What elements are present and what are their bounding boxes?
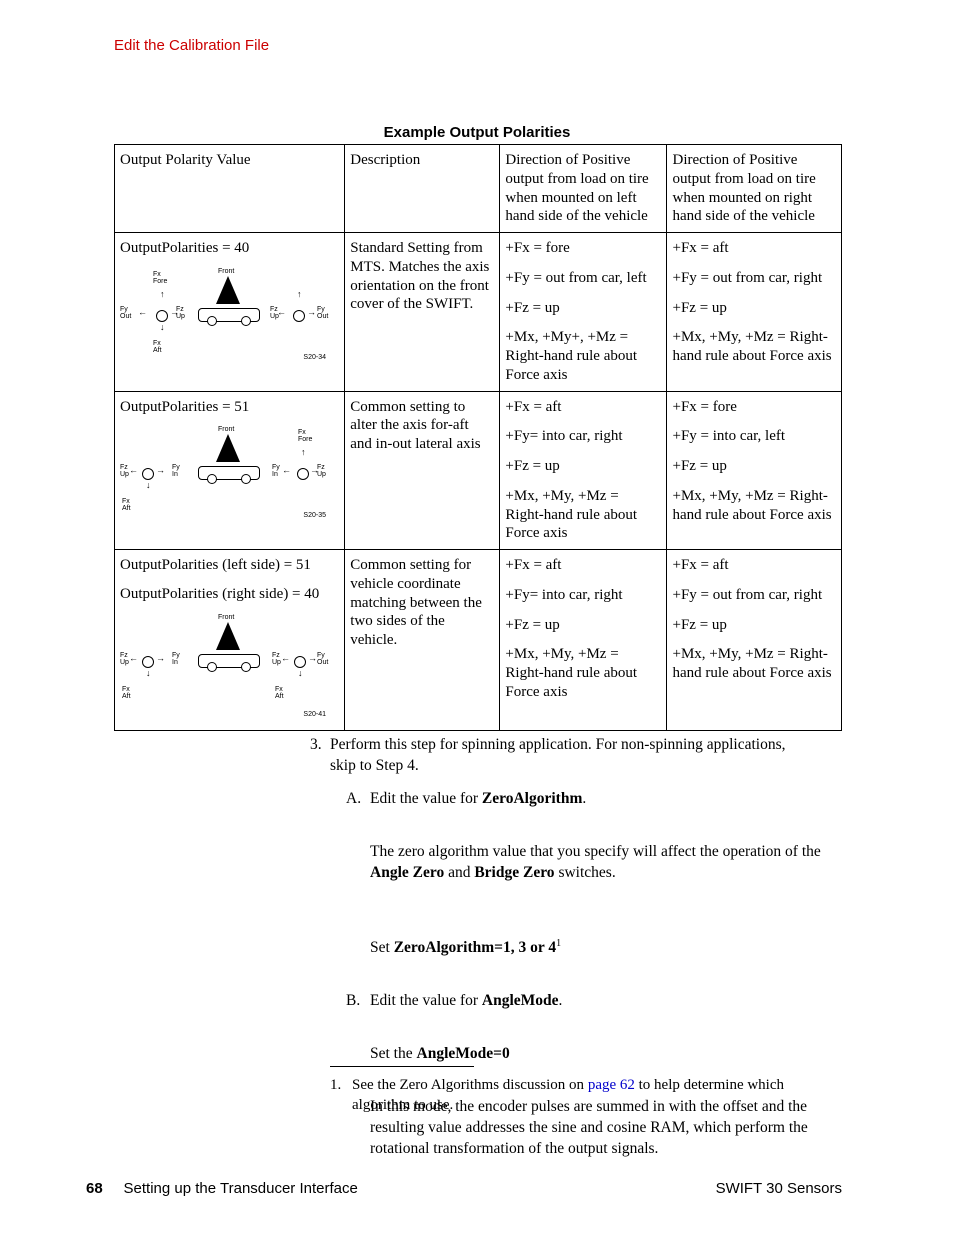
step-3a-paragraph: The zero algorithm value that you specif… — [330, 842, 842, 884]
footnote: 1. See the Zero Algorithms discussion on… — [330, 1076, 802, 1115]
step-3b: B. Edit the value for AngleMode. — [330, 991, 842, 1012]
col-header: Direction of Positive output from load o… — [500, 145, 667, 233]
list-letter: B. — [346, 991, 360, 1012]
step-3a-set: Set ZeroAlgorithm=1, 3 or 41 — [330, 937, 842, 959]
step-3: 3. Perform this step for spinning applic… — [330, 735, 802, 777]
axis-diagram: FzUp FyIn FxAft ← → ↓ Front FxFore FyIn … — [120, 426, 328, 536]
right-direction-cell: +Fx = fore +Fy = into car, left +Fz = up… — [672, 398, 834, 525]
page-number: 68 — [86, 1180, 103, 1197]
polarity-value: OutputPolarities (right side) = 40 — [120, 585, 337, 604]
right-direction-cell: +Fx = aft +Fy = out from car, right +Fz … — [672, 239, 834, 366]
polarity-value: OutputPolarities = 40 — [120, 239, 337, 258]
col-header: Description — [345, 145, 500, 233]
axis-diagram: FxFore FyOut FzUp FxAft ↑ ↓ ← → Front Fz… — [120, 268, 328, 378]
table-header-row: Output Polarity Value Description Direct… — [115, 145, 842, 233]
page-footer: 68 Setting up the Transducer Interface S… — [86, 1180, 842, 1197]
axis-diagram: FzUp FyIn FxAft ← → ↓ Front FzUp FyOut F… — [120, 614, 328, 724]
section-title: Setting up the Transducer Interface — [124, 1180, 358, 1197]
step-3a: A. Edit the value for ZeroAlgorithm. — [330, 789, 842, 810]
right-direction-cell: +Fx = aft +Fy = out from car, right +Fz … — [672, 556, 834, 683]
description-cell: Standard Setting from MTS. Matches the a… — [345, 233, 500, 392]
col-header: Direction of Positive output from load o… — [667, 145, 842, 233]
table-row: OutputPolarities = 40 FxFore FyOut FzUp … — [115, 233, 842, 392]
list-letter: A. — [346, 789, 361, 810]
col-header: Output Polarity Value — [115, 145, 345, 233]
left-direction-cell: +Fx = fore +Fy = out from car, left +Fz … — [505, 239, 659, 385]
doc-title: SWIFT 30 Sensors — [716, 1180, 842, 1197]
footnote-rule — [330, 1066, 474, 1067]
page-link[interactable]: page 62 — [588, 1077, 635, 1093]
list-number: 3. — [310, 735, 322, 756]
left-direction-cell: +Fx = aft +Fy= into car, right +Fz = up … — [505, 398, 659, 544]
example-output-polarities-table: Output Polarity Value Description Direct… — [114, 144, 842, 731]
polarity-value: OutputPolarities (left side) = 51 — [120, 556, 337, 575]
breadcrumb: Edit the Calibration File — [114, 37, 269, 54]
left-direction-cell: +Fx = aft +Fy= into car, right +Fz = up … — [505, 556, 659, 702]
description-cell: Common setting to alter the axis for-aft… — [345, 391, 500, 550]
table-title: Example Output Polarities — [0, 124, 954, 141]
table-row: OutputPolarities = 51 FzUp FyIn FxAft ← … — [115, 391, 842, 550]
polarity-value: OutputPolarities = 51 — [120, 398, 337, 417]
step-3b-set: Set the AngleMode=0 — [330, 1044, 842, 1065]
description-cell: Common setting for vehicle coordinate ma… — [345, 550, 500, 731]
table-row: OutputPolarities (left side) = 51 Output… — [115, 550, 842, 731]
